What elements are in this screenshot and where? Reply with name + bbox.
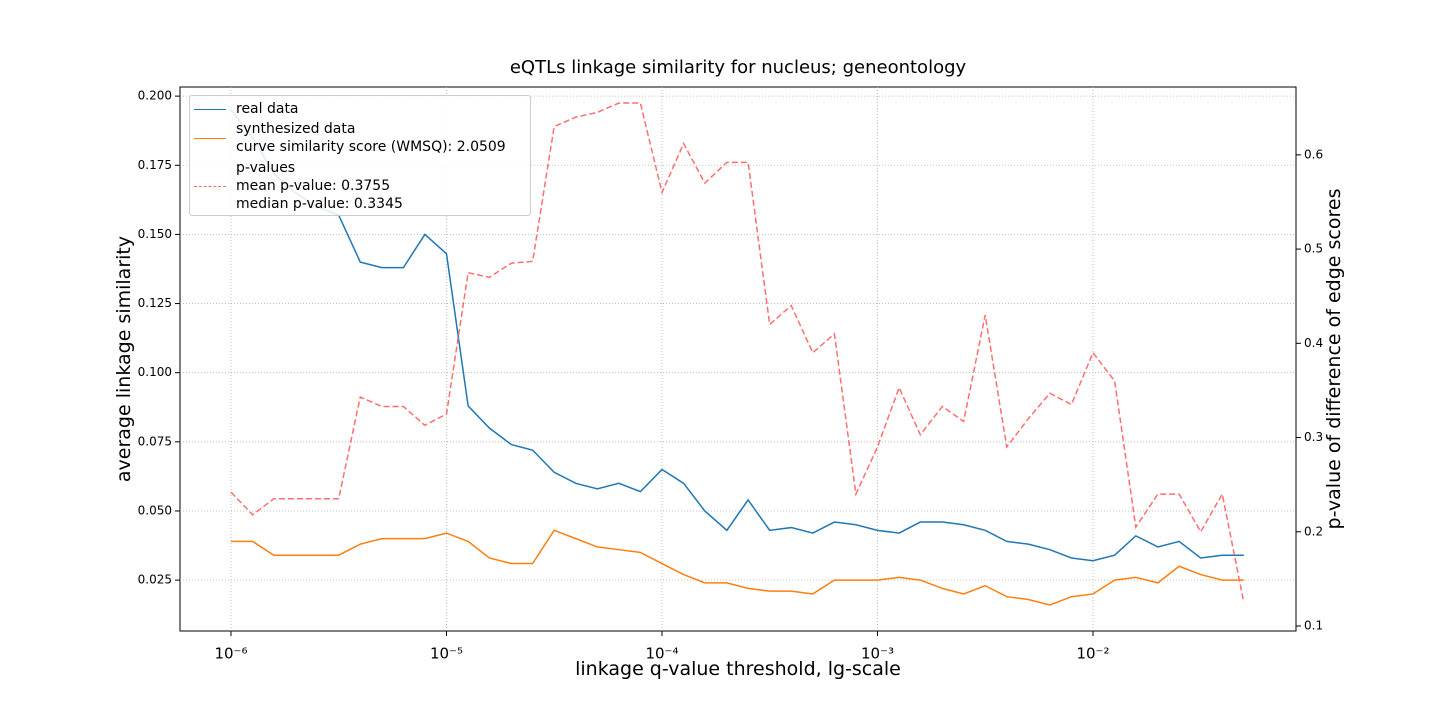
y2-tick-label: 0.3	[1304, 430, 1323, 444]
y2-tick-label: 0.2	[1304, 524, 1323, 538]
legend-swatch	[194, 186, 226, 187]
legend-label: p-values mean p-value: 0.3755 median p-v…	[236, 160, 403, 212]
y-tick-label: 0.175	[138, 158, 172, 172]
data-line	[230, 102, 1245, 603]
legend-swatch	[194, 109, 226, 110]
y2-tick-label: 0.6	[1304, 147, 1323, 161]
x-tick-label: 10⁻⁵	[430, 645, 463, 663]
chart-title: eQTLs linkage similarity for nucleus; ge…	[510, 57, 967, 78]
x-tick-label: 10⁻⁶	[214, 645, 247, 663]
x-tick-label: 10⁻²	[1076, 645, 1109, 663]
y-tick-label: 0.125	[138, 296, 172, 310]
data-line	[230, 109, 1244, 562]
x-axis-label: linkage q-value threshold, lg-scale	[575, 658, 901, 680]
y-tick-label: 0.075	[138, 434, 172, 448]
x-tick-label: 10⁻³	[861, 645, 894, 663]
y-axis-label: average linkage similarity	[113, 236, 135, 482]
y-tick-label: 0.025	[138, 573, 172, 587]
y2-axis-label: p-value of difference of edge scores	[1323, 189, 1345, 530]
y2-tick-label: 0.4	[1304, 336, 1323, 350]
legend-label: synthesized data curve similarity score …	[236, 121, 506, 155]
y-tick-label: 0.050	[138, 503, 172, 517]
y-tick-label: 0.200	[138, 89, 172, 103]
y2-tick-label: 0.5	[1304, 242, 1323, 256]
legend: real data synthesized data curve similari…	[189, 95, 531, 216]
y-tick-label: 0.100	[138, 365, 172, 379]
legend-label: real data	[236, 101, 299, 117]
x-tick-label: 10⁻⁴	[645, 645, 678, 663]
legend-swatch	[194, 138, 226, 139]
data-line	[230, 529, 1244, 606]
plot-frame	[179, 86, 1297, 632]
y-tick-label: 0.150	[138, 227, 172, 241]
y2-tick-label: 0.1	[1304, 619, 1323, 633]
